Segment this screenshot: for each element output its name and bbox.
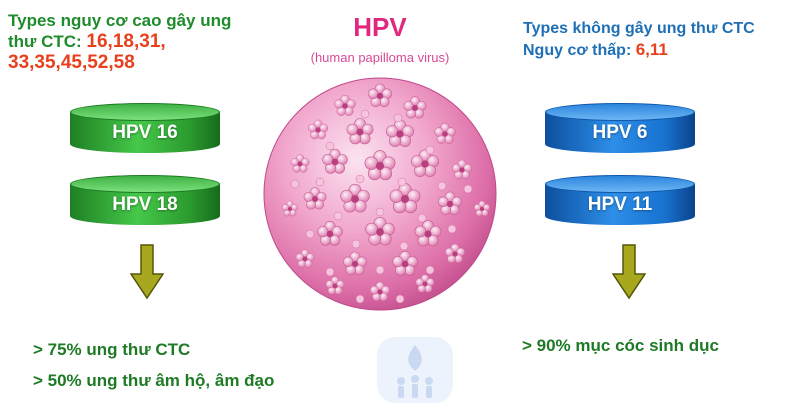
- arrow-down-icon: [130, 244, 164, 300]
- high-risk-outcome-2: > 50% ung thư âm hộ, âm đạo: [33, 371, 275, 390]
- low-risk-heading: Types không gây ung thư CTC Nguy cơ thấp…: [523, 18, 785, 61]
- virus-sphere-icon: [263, 77, 497, 311]
- low-risk-subheading: Nguy cơ thấp:: [523, 42, 632, 59]
- drum-label: HPV 16: [112, 121, 178, 143]
- high-risk-heading-text: Types nguy cơ cao gây ung thư CTC:: [8, 11, 232, 51]
- hpv-subtitle: (human papilloma virus): [310, 50, 450, 65]
- drum-hpv-6: HPV 6: [545, 103, 695, 153]
- high-risk-types-line2: 33,35,45,52,58: [8, 52, 135, 73]
- drum-label: HPV 11: [587, 193, 653, 215]
- drum-hpv-18: HPV 18: [70, 175, 220, 225]
- hpv-title: HPV: [353, 12, 407, 42]
- low-risk-heading-text: Types không gây ung thư CTC: [523, 20, 755, 37]
- drum-hpv-11: HPV 11: [545, 175, 695, 225]
- family-logo-icon: [377, 337, 453, 403]
- arrow-down-icon: [612, 244, 646, 300]
- low-risk-types: 6,11: [635, 40, 668, 59]
- drum-label: HPV 6: [592, 121, 648, 143]
- drum-label: HPV 18: [112, 193, 178, 215]
- high-risk-heading: Types nguy cơ cao gây ung thư CTC: 16,18…: [8, 10, 248, 73]
- high-risk-types-line1: 16,18,31,: [86, 31, 166, 52]
- drum-hpv-16: HPV 16: [70, 103, 220, 153]
- low-risk-outcome-1: > 90% mục cóc sinh dục: [522, 336, 719, 355]
- high-risk-outcome-1: > 75% ung thư CTC: [33, 340, 191, 359]
